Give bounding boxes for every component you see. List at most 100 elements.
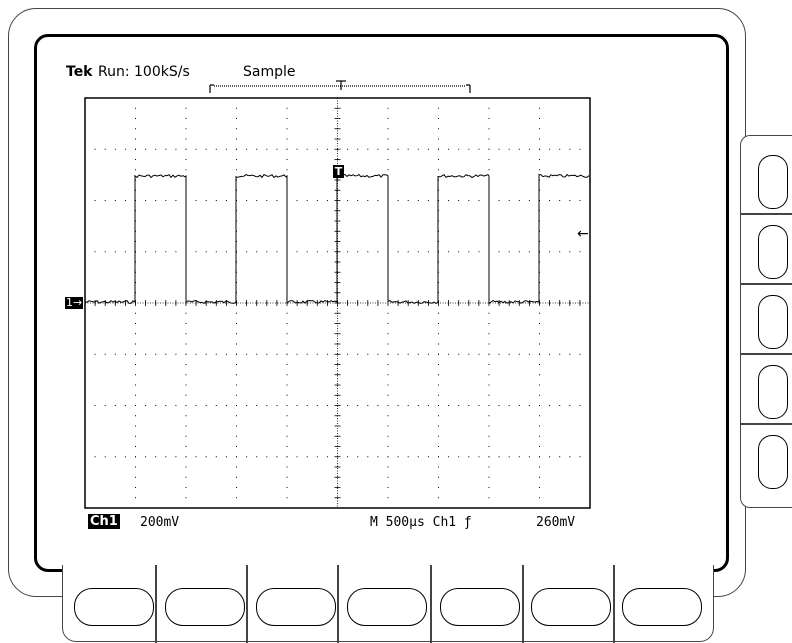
grid-dot [387,312,389,314]
grid-dot [397,405,399,406]
grid-dot [155,251,157,253]
channel-badge: Ch1 [88,514,120,529]
bottom-menu-button-4[interactable] [347,588,427,626]
grid-dot [326,456,328,458]
bottom-menu-button-1[interactable] [74,588,154,626]
grid-dot [488,107,490,109]
grid-dot [225,200,227,201]
grid-dot [286,353,288,355]
grid-dot [124,251,126,253]
grid-dot [256,456,258,458]
grid-dot [145,200,147,201]
bottom-menu-button-5[interactable] [440,588,520,626]
side-menu-button-3[interactable] [758,295,788,349]
grid-dot [135,128,136,130]
grid-dot [124,405,126,406]
grid-dot [427,456,429,458]
side-menu-button-5[interactable] [758,435,788,489]
grid-dot [518,456,520,458]
grid-dot [438,159,439,160]
grid-dot [195,405,197,406]
grid-dot [387,435,389,437]
grid-dot [387,405,389,406]
grid-dot [438,333,439,335]
grid-dot [387,497,389,499]
grid-dot [539,487,540,488]
grid-dot [286,456,288,458]
grid-dot [488,497,490,499]
grid-dot [266,456,268,458]
grid-dot [438,312,439,314]
grid-dot [488,425,490,427]
grid-dot [135,415,136,417]
grid-dot [387,466,389,468]
grid-dot [478,251,480,253]
grid-dot [347,200,349,201]
grid-dot [286,364,288,365]
grid-dot [185,487,187,488]
grid-dot [488,118,490,119]
grid-dot [387,333,389,335]
grid-dot [185,497,187,499]
grid-dot [286,487,288,488]
grid-dot [276,456,278,458]
grid-dot [549,456,551,458]
grid-dot [236,118,237,119]
grid-dot [407,456,409,458]
grid-dot [286,425,288,427]
grid-dot [236,107,237,109]
grid-dot [549,148,551,150]
grid-dot [387,394,389,396]
grid-dot [528,353,530,355]
grid-dot [387,118,389,119]
grid-dot [145,405,147,406]
bottom-menu-button-6[interactable] [531,588,611,626]
grid-dot [175,405,177,406]
grid-dot [276,148,278,150]
grid-dot [438,323,439,324]
side-menu-button-1[interactable] [758,155,788,209]
grid-dot [104,148,106,150]
grid-dot [276,353,278,355]
grid-dot [458,148,460,150]
side-menu-button-4[interactable] [758,365,788,419]
grid-dot [539,169,540,171]
grid-dot [488,476,490,478]
bottom-menu-button-7[interactable] [622,588,702,626]
grid-dot [195,148,197,150]
grid-dot [438,497,439,499]
grid-dot [438,138,439,140]
grid-dot [488,353,490,355]
grid-dot [326,148,328,150]
grid-dot [387,353,389,355]
grid-dot [114,405,116,406]
grid-dot [205,405,207,406]
grid-dot [236,169,237,171]
grid-dot [185,353,187,355]
grid-dot [549,405,551,406]
grid-dot [448,456,450,458]
grid-dot [518,353,520,355]
brand-label: Tek [66,64,93,80]
grid-dot [357,405,359,406]
side-menu-button-2[interactable] [758,225,788,279]
grid-dot [357,148,359,150]
grid-dot [438,446,439,447]
grid-dot [266,251,268,253]
grid-dot [539,497,540,499]
grid-dot [357,353,359,355]
grid-dot [539,466,540,468]
grid-dot [175,148,177,150]
bottom-menu-button-3[interactable] [256,588,336,626]
grid-dot [387,148,389,150]
grid-dot [276,200,278,201]
grid-dot [155,353,157,355]
grid-dot [135,435,136,437]
bottom-menu-button-2[interactable] [165,588,245,626]
grid-dot [579,456,581,458]
grid-dot [407,405,409,406]
grid-dot [124,200,126,201]
grid-dot [357,200,359,201]
grid-dot [488,487,490,488]
grid-dot [438,169,439,171]
